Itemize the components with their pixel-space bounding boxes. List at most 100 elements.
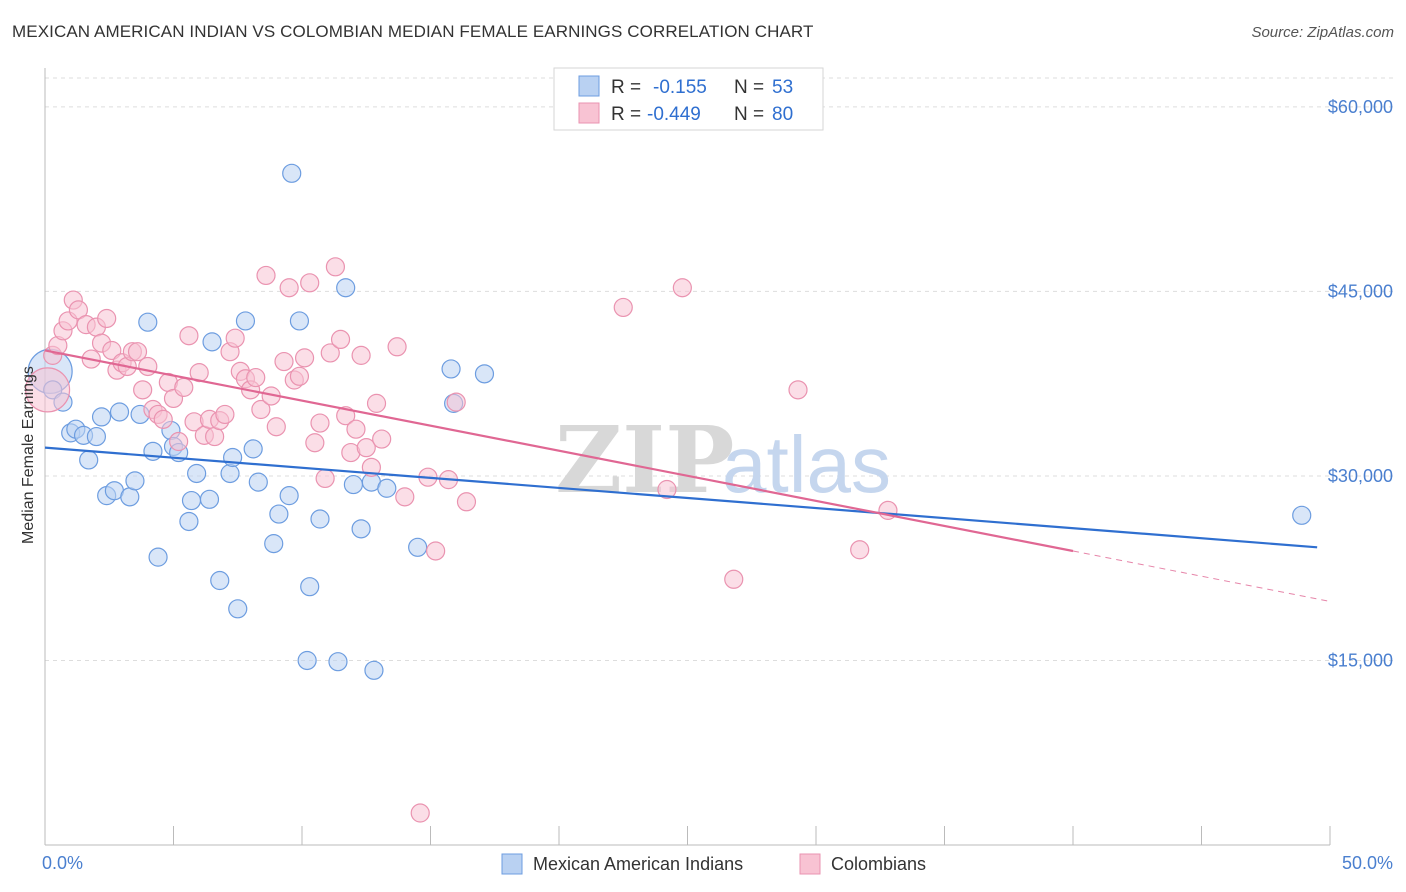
point-pink-74 xyxy=(657,479,677,500)
point-blue-36 xyxy=(282,163,302,183)
legend-r-label-pink: R = xyxy=(611,104,641,125)
point-pink-11 xyxy=(97,308,117,329)
point-pink-64 xyxy=(372,429,392,449)
point-pink-25 xyxy=(169,431,189,452)
point-pink-77 xyxy=(788,380,808,400)
x-tick-label-min: 0.0% xyxy=(42,853,83,873)
point-pink-40 xyxy=(246,367,266,388)
point-pink-67 xyxy=(410,803,430,823)
point-pink-57 xyxy=(336,406,356,426)
point-pink-55 xyxy=(325,257,346,277)
point-blue-38 xyxy=(297,650,317,671)
point-pink-48 xyxy=(289,366,310,386)
trend-line-blue xyxy=(44,446,1318,549)
watermark-atlas: atlas xyxy=(722,420,891,509)
point-blue-35 xyxy=(279,486,299,506)
legend-n-label-pink: N = xyxy=(734,104,764,125)
point-pink-6 xyxy=(68,300,89,320)
point-blue-30 xyxy=(235,311,256,331)
point-pink-78 xyxy=(850,540,870,560)
point-pink-0 xyxy=(24,367,71,413)
point-pink-41 xyxy=(251,399,271,420)
point-blue-23 xyxy=(187,463,207,484)
point-blue-39 xyxy=(300,577,320,597)
point-pink-61 xyxy=(356,438,376,458)
point-pink-18 xyxy=(133,380,153,400)
point-blue-52 xyxy=(1292,505,1312,525)
point-pink-53 xyxy=(315,468,335,489)
point-pink-72 xyxy=(456,492,477,512)
point-pink-50 xyxy=(300,273,320,293)
point-pink-45 xyxy=(274,351,294,372)
point-blue-44 xyxy=(351,519,371,539)
watermark-zip: ZIP xyxy=(555,406,734,514)
point-pink-34 xyxy=(215,404,235,425)
legend-r-value-pink: -0.449 xyxy=(647,104,701,125)
point-blue-41 xyxy=(328,652,348,672)
point-blue-51 xyxy=(474,364,495,384)
legend-swatch-blue xyxy=(578,75,600,97)
point-pink-44 xyxy=(266,417,286,437)
bottom-legend-label-blue: Mexican American Indians xyxy=(533,854,743,874)
trend-line-pink-extrapolated xyxy=(1072,550,1331,602)
trend-line-pink xyxy=(44,349,1074,553)
points-layer xyxy=(24,163,1312,823)
legend-r-label-blue: R = xyxy=(611,77,641,98)
y-axis-label: Median Female Earnings xyxy=(20,366,37,544)
point-pink-59 xyxy=(346,419,366,439)
legend-swatch-pink xyxy=(578,102,600,124)
y-tick-label-15000: $15,000 xyxy=(1328,650,1393,670)
point-blue-42 xyxy=(336,278,356,298)
bottom-legend-label-pink: Colombians xyxy=(831,854,926,874)
y-tick-label-45000: $45,000 xyxy=(1328,281,1393,301)
point-blue-12 xyxy=(120,487,140,507)
point-pink-42 xyxy=(256,265,276,286)
trend-layer xyxy=(44,349,1331,602)
point-blue-17 xyxy=(148,547,168,567)
point-pink-65 xyxy=(387,337,407,357)
bottom-legend-swatch-blue xyxy=(501,853,523,875)
point-blue-46 xyxy=(364,660,384,680)
point-blue-43 xyxy=(343,474,363,495)
point-pink-66 xyxy=(395,487,415,507)
point-pink-60 xyxy=(351,345,371,365)
legend-r-value-blue: -0.155 xyxy=(653,77,707,98)
point-pink-75 xyxy=(672,278,692,298)
point-blue-29 xyxy=(228,599,248,619)
point-pink-54 xyxy=(320,343,340,363)
bottom-legend: Mexican American Indians Colombians xyxy=(501,853,926,875)
point-blue-37 xyxy=(289,311,310,331)
point-blue-27 xyxy=(220,463,240,484)
point-blue-15 xyxy=(138,312,158,332)
point-pink-63 xyxy=(366,393,387,413)
point-blue-47 xyxy=(377,478,397,498)
point-pink-56 xyxy=(330,329,351,350)
point-pink-17 xyxy=(127,342,148,362)
chart-title: MEXICAN AMERICAN INDIAN VS COLOMBIAN MED… xyxy=(12,22,814,41)
point-blue-6 xyxy=(79,450,99,470)
legend-n-value-blue: 53 xyxy=(772,77,793,98)
point-pink-22 xyxy=(153,409,173,429)
y-tick-label-30000: $30,000 xyxy=(1328,466,1393,486)
point-blue-40 xyxy=(310,509,330,529)
point-pink-49 xyxy=(294,348,315,368)
point-blue-32 xyxy=(248,472,268,492)
point-pink-51 xyxy=(305,433,325,453)
point-blue-8 xyxy=(91,407,112,427)
point-pink-73 xyxy=(613,297,633,318)
point-pink-26 xyxy=(174,377,194,397)
bottom-legend-swatch-pink xyxy=(799,853,821,875)
point-blue-24 xyxy=(199,489,220,509)
legend-n-label-blue: N = xyxy=(734,77,764,98)
point-pink-12 xyxy=(102,340,122,361)
watermark: ZIP atlas xyxy=(555,406,891,514)
point-pink-69 xyxy=(426,541,446,561)
point-blue-22 xyxy=(181,490,202,511)
point-pink-36 xyxy=(225,328,245,348)
point-blue-25 xyxy=(202,332,222,352)
point-blue-26 xyxy=(210,570,230,591)
chart-source: Source: ZipAtlas.com xyxy=(1251,24,1394,41)
point-blue-31 xyxy=(243,439,263,459)
point-blue-7 xyxy=(86,426,107,447)
